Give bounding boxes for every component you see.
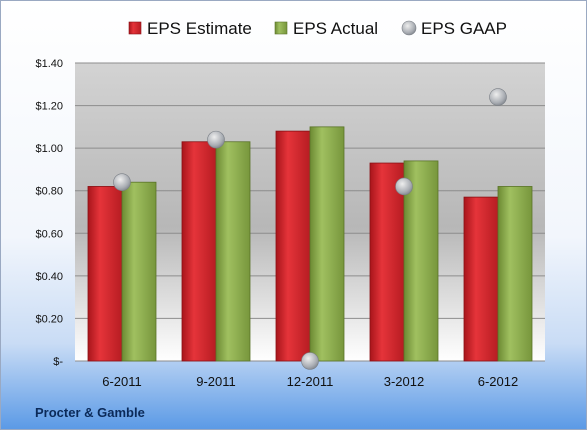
gaap-points xyxy=(113,88,507,370)
y-tick-label: $0.20 xyxy=(35,313,63,325)
bars xyxy=(87,126,533,362)
y-tick-label: $1.00 xyxy=(35,143,63,155)
bar-eps-actual xyxy=(309,126,345,362)
legend-swatch xyxy=(128,21,142,35)
bar-eps-estimate xyxy=(369,162,405,362)
y-tick-label: $1.20 xyxy=(35,101,63,113)
x-tick-label: 6-2012 xyxy=(478,374,518,389)
x-tick-label: 12-2011 xyxy=(287,374,334,389)
legend: EPS Estimate EPS Actual EPS GAAP xyxy=(128,19,507,38)
point-eps-gaap xyxy=(113,173,131,191)
y-tick-label: $- xyxy=(53,356,63,368)
point-eps-gaap xyxy=(207,130,225,149)
y-tick-label: $0.80 xyxy=(35,186,63,198)
company-label: Procter & Gamble xyxy=(35,405,145,420)
y-tick-label: $0.40 xyxy=(35,271,63,283)
bar-eps-estimate xyxy=(87,186,123,362)
bar-eps-actual xyxy=(497,186,533,362)
legend-label: EPS GAAP xyxy=(421,19,507,38)
point-eps-gaap xyxy=(395,177,413,196)
x-tick-label: 3-2012 xyxy=(384,374,424,389)
bar-eps-estimate xyxy=(463,196,499,362)
point-eps-gaap xyxy=(489,88,507,106)
legend-label: EPS Estimate xyxy=(147,19,252,38)
y-axis-ticks: $- $0.20 $0.40 $0.60 $0.80 $1.00 $1.20 $1.40 xyxy=(35,58,63,368)
bar-eps-estimate xyxy=(181,141,217,362)
bar-eps-actual xyxy=(403,160,439,362)
point-eps-gaap xyxy=(301,352,319,370)
x-axis-ticks: 6-2011 9-2011 12-2011 3-2012 6-2012 xyxy=(102,374,518,389)
bar-eps-actual xyxy=(215,141,251,362)
legend-label: EPS Actual xyxy=(293,19,378,38)
bar-eps-estimate xyxy=(275,130,311,362)
y-tick-label: $1.40 xyxy=(35,58,63,70)
bar-eps-actual xyxy=(121,181,157,362)
x-tick-label: 9-2011 xyxy=(196,374,236,389)
y-tick-label: $0.60 xyxy=(35,228,63,240)
legend-swatch xyxy=(274,21,288,35)
legend-swatch xyxy=(401,20,417,36)
x-tick-label: 6-2011 xyxy=(102,374,142,389)
